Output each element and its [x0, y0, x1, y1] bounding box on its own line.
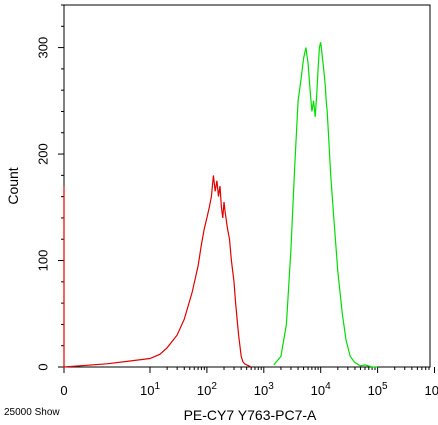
- x-tick-label: 106: [424, 381, 438, 398]
- histogram-series-2: [273, 42, 378, 368]
- x-tick-label: 105: [368, 381, 388, 398]
- x-axis-ticks: 0 101 102 103 104 105 106: [60, 367, 438, 398]
- y-tick-label: 200: [35, 143, 50, 165]
- y-axis-ticks: 0 100 200 300: [35, 4, 64, 371]
- x-tick-label: 103: [254, 381, 274, 398]
- histogram-series-1: [63, 175, 252, 368]
- series-layer: [63, 42, 378, 368]
- corner-note: 25000 Show: [4, 407, 60, 418]
- x-tick-label: 101: [140, 381, 160, 398]
- y-tick-label: 100: [35, 250, 50, 272]
- y-axis-title: Count: [5, 167, 21, 204]
- x-tick-label: 102: [197, 381, 217, 398]
- plot-frame: [63, 4, 431, 368]
- y-tick-label: 300: [35, 37, 50, 59]
- x-axis-title: PE-CY7 Y763-PC7-A: [184, 407, 317, 423]
- y-tick-label: 0: [35, 363, 50, 370]
- x-tick-label: 104: [311, 381, 331, 398]
- x-tick-label: 0: [60, 383, 67, 398]
